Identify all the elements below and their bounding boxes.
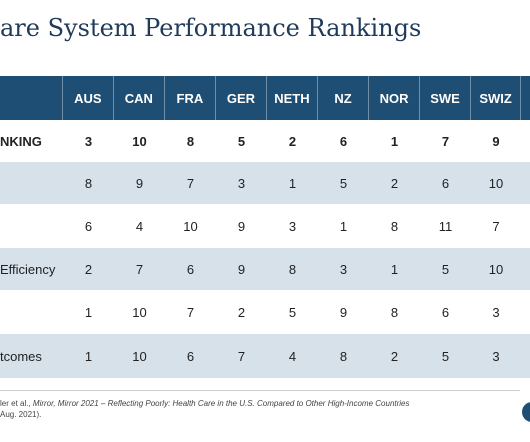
col-header: SWIZ	[470, 76, 520, 120]
table-cell: 1	[390, 133, 399, 149]
header-corner	[0, 76, 62, 120]
table-cell: 10	[132, 133, 147, 149]
table-cell: 7	[135, 261, 144, 277]
table-cell: 3	[237, 175, 246, 191]
row-label: NKING	[0, 133, 42, 149]
col-header-partial	[520, 76, 530, 120]
table-cell: 2	[84, 261, 93, 277]
row-label: Efficiency	[0, 261, 56, 277]
row-label	[0, 162, 63, 204]
table-cell: 9	[339, 304, 348, 320]
table-cell: 8	[390, 218, 399, 234]
citation-date: Aug. 2021).	[0, 410, 42, 419]
table-cell: 10	[132, 304, 147, 320]
row-label: tcomes	[0, 348, 42, 364]
table-cell: 7	[492, 218, 500, 234]
table-cell: 3	[84, 133, 93, 149]
table-cell: 3	[339, 261, 348, 277]
table-cell: 7	[186, 304, 195, 320]
col-header: NOR	[368, 76, 419, 120]
logo-icon	[522, 402, 530, 422]
table-cell: 6	[186, 348, 195, 364]
table-row: 8 9 7 3 1 5 2 6 10	[0, 162, 530, 204]
table-cell: 2	[237, 304, 246, 320]
table-cell: 10	[183, 218, 198, 234]
table-cell: 2	[390, 175, 399, 191]
source-citation: ler et al., Mirror, Mirror 2021 – Reflec…	[0, 398, 410, 420]
partial-cell	[521, 204, 530, 248]
footer-divider	[0, 390, 520, 391]
table-cell: 1	[84, 348, 93, 364]
table-cell: 1	[339, 218, 348, 234]
table-cell: 6	[441, 304, 450, 320]
row-label	[0, 204, 63, 248]
table-row: Efficiency 2 7 6 9 8 3 1 5 10	[0, 248, 530, 290]
col-header: AUS	[61, 76, 113, 120]
table-cell: 5	[237, 133, 246, 149]
table-cell: 8	[288, 261, 297, 277]
table-cell: 9	[237, 218, 246, 234]
table-cell: 7	[186, 175, 195, 191]
table-cell: 10	[132, 348, 147, 364]
table-cell: 4	[135, 218, 144, 234]
table-cell: 6	[84, 218, 93, 234]
table-cell: 3	[492, 348, 500, 364]
table-cell: 2	[390, 348, 399, 364]
row-label	[0, 290, 63, 334]
table-cell: 10	[488, 261, 504, 277]
citation-title: Mirror, Mirror 2021 – Reflecting Poorly:…	[32, 399, 410, 408]
table-cell: 3	[492, 304, 500, 320]
partial-cell	[521, 334, 530, 378]
table-cell: 1	[84, 304, 93, 320]
table-cell: 5	[441, 261, 450, 277]
table-cell: 9	[135, 175, 144, 191]
table-row: tcomes 1 10 6 7 4 8 2 5 3	[0, 334, 530, 378]
table-row: 6 4 10 9 3 1 8 11 7	[0, 204, 530, 248]
table-cell: 8	[186, 133, 195, 149]
table-cell: 6	[339, 133, 348, 149]
table-header-row: AUS CAN FRA GER NETH NZ NOR SWE SWIZ	[0, 76, 530, 120]
table-cell: 5	[288, 304, 297, 320]
table-cell: 1	[390, 261, 399, 277]
col-header: FRA	[163, 76, 215, 120]
table-cell: 8	[390, 304, 399, 320]
table-cell: 7	[237, 348, 246, 364]
table-row: NKING 3 10 8 5 2 6 1 7 9	[0, 120, 530, 162]
table-cell: 6	[441, 175, 450, 191]
table-cell: 5	[441, 348, 450, 364]
partial-cell	[521, 162, 530, 204]
col-header: NZ	[316, 76, 368, 120]
table-cell: 3	[288, 218, 297, 234]
partial-cell	[521, 120, 530, 162]
table-cell: 7	[441, 133, 450, 149]
table-cell: 1	[288, 175, 297, 191]
table-cell: 10	[488, 175, 504, 191]
table-cell: 6	[186, 261, 195, 277]
col-header: CAN	[112, 76, 164, 120]
table-cell: 8	[339, 348, 348, 364]
table-cell: 4	[288, 348, 297, 364]
partial-cell	[521, 248, 530, 290]
col-header: NETH	[265, 76, 317, 120]
table-cell: 9	[237, 261, 246, 277]
table-cell: 11	[438, 218, 453, 234]
table-cell: 8	[84, 175, 93, 191]
col-header: GER	[214, 76, 266, 120]
page-title: are System Performance Rankings	[0, 14, 422, 42]
col-header: SWE	[419, 76, 470, 120]
table-cell: 2	[288, 133, 297, 149]
table-row: 1 10 7 2 5 9 8 6 3	[0, 290, 530, 334]
citation-authors: ler et al.,	[0, 399, 33, 408]
table-cell: 9	[492, 133, 500, 149]
partial-cell	[521, 290, 530, 334]
table-cell: 5	[339, 175, 348, 191]
